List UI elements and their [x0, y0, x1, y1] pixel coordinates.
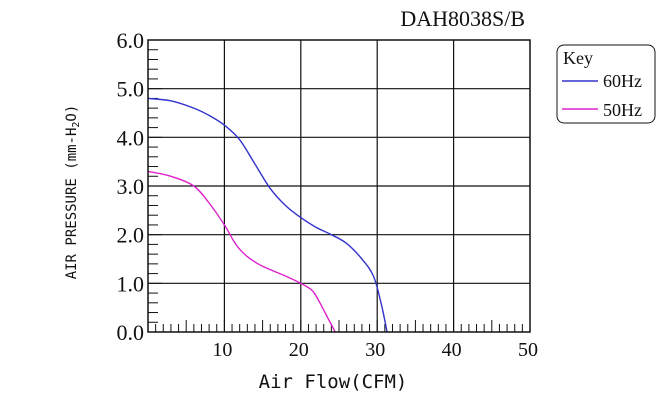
series-line-50hz	[147, 170, 336, 333]
y-tick-label: 5.0	[117, 77, 145, 102]
y-tick-label: 4.0	[117, 125, 145, 150]
y-axis-ticks: 0.0 1.0 2.0 3.0 4.0 5.0 6.0	[117, 28, 162, 345]
x-tick-label: 30	[365, 339, 385, 361]
x-tick-label: 50	[518, 339, 538, 361]
x-axis-label: Air Flow(CFM)	[259, 371, 408, 393]
legend-label-60hz: 60Hz	[603, 71, 642, 91]
y-axis-label-main: AIR PRESSURE (mm-H	[64, 128, 80, 280]
y-tick-label: 0.0	[117, 320, 145, 345]
y-tick-label: 2.0	[117, 223, 145, 248]
y-axis-label-sub: 2	[71, 122, 82, 128]
legend-label-50hz: 50Hz	[603, 100, 642, 120]
plot-frame	[147, 39, 531, 333]
y-tick-label: 6.0	[117, 28, 145, 53]
legend-box	[556, 44, 656, 124]
x-tick-label: 10	[212, 339, 232, 361]
x-tick-label: 20	[289, 339, 309, 361]
x-tick-label: 40	[442, 339, 462, 361]
legend-title: Key	[563, 48, 593, 68]
y-tick-label: 1.0	[117, 271, 145, 296]
legend: Key 60Hz 50Hz	[556, 44, 656, 124]
y-tick-label: 3.0	[117, 174, 145, 199]
grid-lines	[148, 40, 530, 332]
series-line-60hz	[147, 97, 388, 333]
y-axis-label: AIR PRESSURE (mm-H2O)	[64, 105, 82, 280]
chart-title: DAH8038S/B	[400, 6, 525, 31]
x-axis-ticks: 10 20 30 40 50	[155, 320, 538, 361]
plot-series	[147, 97, 388, 333]
y-axis-label-end: O)	[64, 105, 80, 122]
